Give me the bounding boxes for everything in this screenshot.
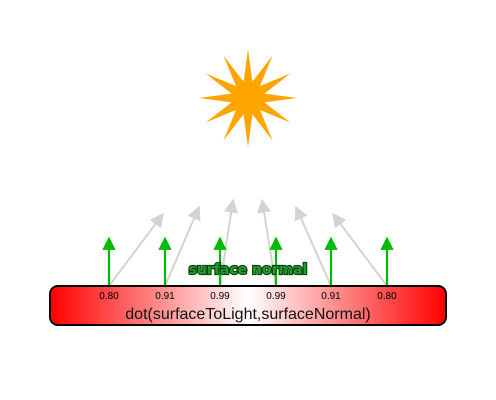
- surface-normal-arrows: [102, 236, 394, 286]
- dot-value-label: 0.99: [266, 291, 286, 302]
- sun-icon: [199, 49, 297, 147]
- dot-product-label: dot(surfaceToLight,surfaceNormal): [125, 306, 370, 323]
- dot-value-label: 0.91: [155, 291, 175, 302]
- dot-values: 0.80 0.91 0.99 0.99 0.91 0.80: [99, 291, 397, 302]
- dot-value-label: 0.99: [210, 291, 230, 302]
- surface-normal-label: surface normal: [189, 262, 308, 278]
- light-arrow: [164, 205, 201, 287]
- light-arrow: [332, 212, 388, 287]
- dot-product-bar: [49, 285, 447, 326]
- light-arrow: [257, 198, 277, 287]
- dot-value-label: 0.80: [377, 291, 397, 302]
- light-arrow: [294, 205, 332, 287]
- dot-value-label: 0.80: [99, 291, 119, 302]
- light-arrow: [108, 212, 164, 287]
- dot-value-label: 0.91: [321, 291, 341, 302]
